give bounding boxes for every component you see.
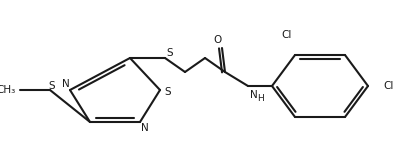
Text: H: H	[257, 94, 264, 103]
Text: N: N	[62, 79, 70, 89]
Text: Cl: Cl	[282, 30, 292, 40]
Text: CH₃: CH₃	[0, 85, 16, 95]
Text: S: S	[167, 48, 173, 58]
Text: Cl: Cl	[383, 81, 393, 91]
Text: O: O	[214, 35, 222, 45]
Text: N: N	[141, 123, 149, 133]
Text: S: S	[165, 87, 171, 97]
Text: S: S	[48, 81, 55, 91]
Text: N: N	[250, 90, 258, 100]
